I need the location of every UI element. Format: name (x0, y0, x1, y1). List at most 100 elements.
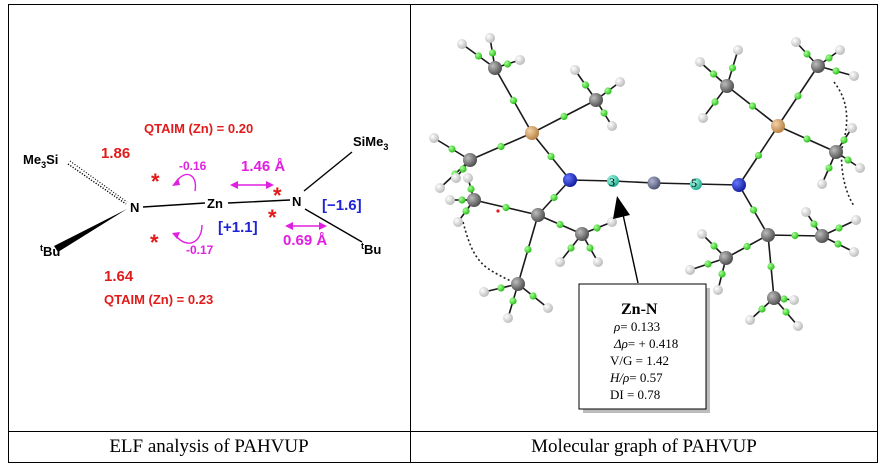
carbon-atom (467, 193, 481, 207)
bond-critical-point (604, 87, 611, 94)
hydrogen-atom (543, 303, 553, 313)
bond-critical-point (458, 196, 465, 203)
bond-critical-point (582, 81, 589, 88)
zn-charge: [+1.1] (218, 219, 258, 236)
hydrogen-atom (503, 313, 513, 323)
hydrogen-atom (791, 37, 801, 47)
hydrogen-atom (685, 265, 695, 275)
zinc-atom (648, 177, 661, 190)
carbon-atom (815, 229, 829, 243)
silicon-atom (771, 119, 785, 133)
info-rho: ρ= 0.133 (613, 319, 660, 334)
hydrogen-atom (697, 229, 707, 239)
bond-critical-point (524, 246, 531, 253)
bond-critical-point (750, 206, 757, 213)
bond-critical-point (550, 194, 557, 201)
bond-critical-point (825, 164, 832, 171)
bond-critical-point (502, 204, 509, 211)
bond-critical-point (547, 153, 554, 160)
bond-critical-point (810, 220, 817, 227)
hydrogen-atom (835, 45, 845, 55)
bond-critical-point (803, 135, 810, 142)
atom-n-right: N (292, 194, 301, 209)
curve-arrow-bottom (176, 225, 202, 243)
label-simem3: SiMe3 (353, 134, 388, 152)
hashed-bond-si-n (68, 161, 127, 204)
bond-critical-point (497, 284, 504, 291)
label-me3si: Me3Si (23, 152, 58, 170)
bond-critical-point (749, 102, 756, 109)
bond-critical-point (704, 260, 711, 267)
silicon-atom (525, 126, 539, 140)
carbon-atom (531, 208, 545, 222)
bond-critical-point (462, 207, 469, 214)
hydrogen-atom (445, 195, 455, 205)
hydrogen-atom (435, 183, 445, 193)
hydrogen-atom (607, 217, 617, 227)
bond-critical-point (834, 240, 841, 247)
hydrogen-atom (851, 215, 861, 225)
charge-bottom: -0.17 (186, 243, 214, 257)
bond-critical-point (556, 221, 563, 228)
hydrogen-atom (733, 45, 743, 55)
hydrogen-atom (485, 33, 495, 43)
atom-n-left: N (130, 200, 139, 215)
hydrogen-atom (607, 121, 617, 131)
carbon-atom (575, 227, 589, 241)
caption-left: ELF analysis of PAHVUP (8, 432, 410, 462)
bond-critical-point (448, 145, 455, 152)
charge-top: -0.16 (179, 159, 207, 173)
hydrogen-atom (789, 295, 799, 305)
hydrogen-atom (463, 173, 473, 183)
zn-n-info-box: Zn-N ρ= 0.133 Δρ= + 0.418 V/G = 1.42 H/ρ… (579, 284, 710, 413)
bond-critical-point (729, 64, 736, 71)
carbon-atom (511, 277, 525, 291)
bond-critical-point (782, 308, 789, 315)
carbon-atom (463, 153, 477, 167)
hydrogen-atom (855, 163, 865, 173)
hydrogen-atom (801, 207, 811, 217)
qtaim-bottom: QTAIM (Zn) = 0.23 (104, 292, 213, 307)
carbon-atom (719, 251, 733, 265)
bond-critical-point (710, 242, 717, 249)
bond-critical-point (475, 52, 482, 59)
bond-critical-point (780, 295, 787, 302)
hydrogen-atom (451, 173, 461, 183)
hydrogen-atom (570, 65, 580, 75)
hydrogen-atom (555, 257, 565, 267)
bond-critical-point (718, 270, 725, 277)
elf-value-bottom: 1.64 (104, 268, 134, 285)
hydrogen-atom (593, 257, 603, 267)
hydrogen-atom (429, 133, 439, 143)
bond-critical-point (489, 49, 496, 56)
distance-bottom: 0.69 Å (283, 232, 327, 249)
atom-zn: Zn (207, 196, 223, 211)
bond-critical-point (767, 263, 774, 270)
bond-n-si-right (304, 152, 352, 191)
nitrogen-atom (563, 173, 577, 187)
bond-critical-point (586, 244, 593, 251)
hydrogen-atom (695, 57, 705, 67)
hydrogen-atom (745, 315, 755, 325)
bond-critical-point (560, 113, 567, 120)
n-charge: [−1.6] (322, 197, 362, 214)
bond-critical-point (593, 224, 600, 231)
distance-arrowhead-bottom-right (319, 222, 327, 230)
label-tbu-right: tBu (361, 241, 381, 257)
info-di: DI = 0.78 (610, 387, 660, 402)
bond-critical-point (758, 305, 765, 312)
carbon-atom (811, 59, 825, 73)
bond-critical-point (497, 143, 504, 150)
hydrogen-atom (847, 123, 857, 133)
hydrogen-atom (713, 285, 723, 295)
hydrogen-atom (515, 55, 525, 65)
bond-critical-point (567, 244, 574, 251)
figure-border (9, 5, 878, 463)
carbon-atom (589, 93, 603, 107)
bond-critical-point (803, 50, 810, 57)
info-h-rho: H/ρ= 0.57 (609, 370, 663, 385)
bond-critical-point (755, 152, 762, 159)
dashed-bond-path-left (463, 222, 518, 284)
bond-critical-point (504, 60, 511, 67)
